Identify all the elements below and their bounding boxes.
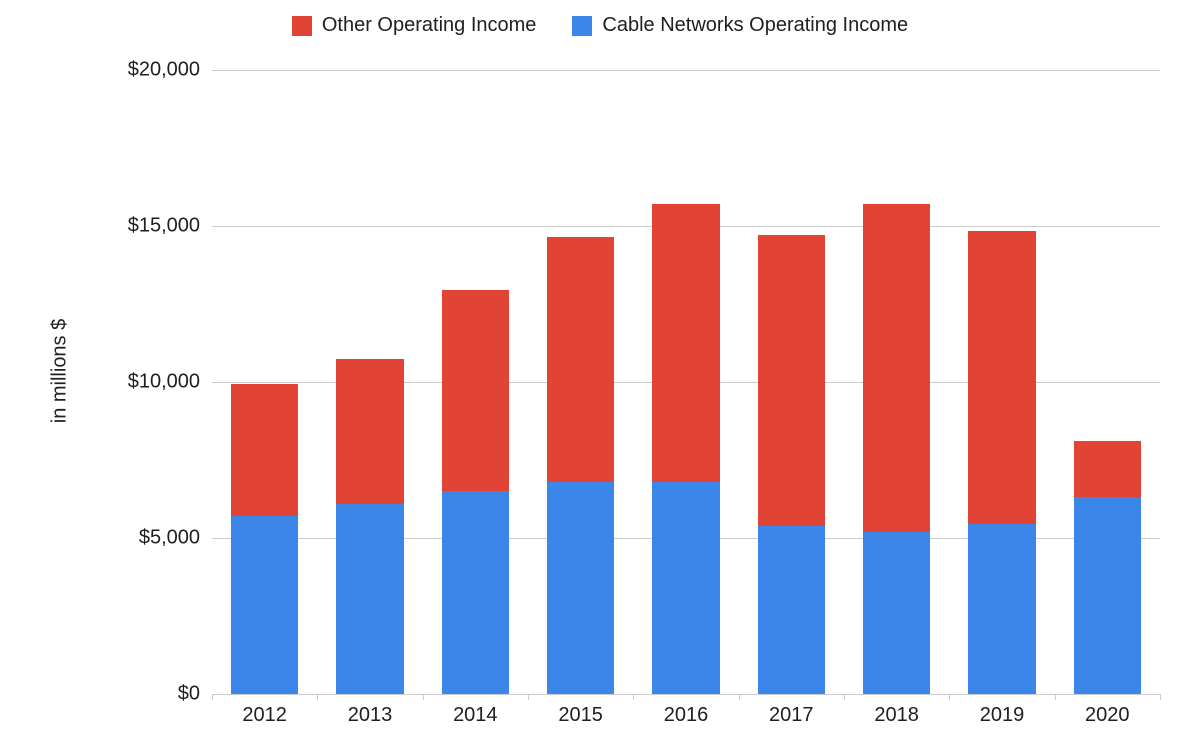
chart-container: Other Operating Income Cable Networks Op… (0, 0, 1200, 742)
legend-item-other: Other Operating Income (292, 14, 537, 37)
bar-slot: 2018 (844, 70, 949, 694)
bar-stack (863, 204, 930, 694)
bar-slot: 2012 (212, 70, 317, 694)
legend-item-cable: Cable Networks Operating Income (572, 14, 908, 37)
x-tick-mark (317, 694, 318, 700)
bar-slot: 2015 (528, 70, 633, 694)
bar-seg-cable (547, 482, 614, 694)
x-tick-mark (1160, 694, 1161, 700)
bars-row: 2012 2013 2014 (212, 70, 1160, 694)
bar-stack (547, 237, 614, 694)
x-tick-mark (633, 694, 634, 700)
x-axis-ticks (212, 694, 1160, 700)
x-tick-mark (1055, 694, 1056, 700)
x-tick-mark (423, 694, 424, 700)
bar-seg-cable (231, 516, 298, 694)
bar-slot: 2020 (1055, 70, 1160, 694)
bar-seg-cable (442, 491, 509, 694)
y-tick-label: $15,000 (128, 215, 212, 238)
bar-slot: 2016 (633, 70, 738, 694)
bar-seg-cable (863, 532, 930, 694)
x-tick-mark (739, 694, 740, 700)
bar-seg-cable (1074, 497, 1141, 694)
bar-stack (968, 231, 1035, 694)
x-tick-mark (844, 694, 845, 700)
bar-stack (231, 384, 298, 694)
bar-seg-other (547, 237, 614, 482)
bar-seg-other (442, 290, 509, 491)
bar-stack (758, 235, 825, 694)
bar-seg-other (336, 359, 403, 504)
bar-stack (1074, 441, 1141, 694)
bar-seg-other (863, 204, 930, 532)
bar-slot: 2013 (317, 70, 422, 694)
x-tick-mark (528, 694, 529, 700)
y-tick-label: $5,000 (139, 527, 212, 550)
bar-seg-cable (758, 526, 825, 694)
y-axis-label: in millions $ (49, 319, 72, 423)
bar-seg-other (968, 231, 1035, 524)
bar-slot: 2019 (949, 70, 1054, 694)
bar-stack (652, 204, 719, 694)
bar-slot: 2014 (423, 70, 528, 694)
bar-seg-cable (652, 482, 719, 694)
plot-area: $20,000 $15,000 $10,000 $5,000 $0 2012 2… (212, 70, 1160, 694)
bar-seg-other (231, 384, 298, 517)
legend-label-other: Other Operating Income (322, 14, 537, 37)
bar-slot: 2017 (739, 70, 844, 694)
legend-swatch-other (292, 16, 312, 36)
bar-seg-other (1074, 441, 1141, 497)
bar-seg-cable (968, 524, 1035, 694)
y-tick-label: $10,000 (128, 371, 212, 394)
bar-seg-other (652, 204, 719, 482)
y-tick-label: $0 (178, 683, 212, 706)
bar-stack (442, 290, 509, 694)
bar-seg-other (758, 235, 825, 525)
legend-label-cable: Cable Networks Operating Income (602, 14, 908, 37)
legend-swatch-cable (572, 16, 592, 36)
y-tick-label: $20,000 (128, 59, 212, 82)
x-tick-mark (212, 694, 213, 700)
bar-stack (336, 359, 403, 694)
x-tick-mark (949, 694, 950, 700)
legend: Other Operating Income Cable Networks Op… (0, 14, 1200, 37)
bar-seg-cable (336, 504, 403, 694)
